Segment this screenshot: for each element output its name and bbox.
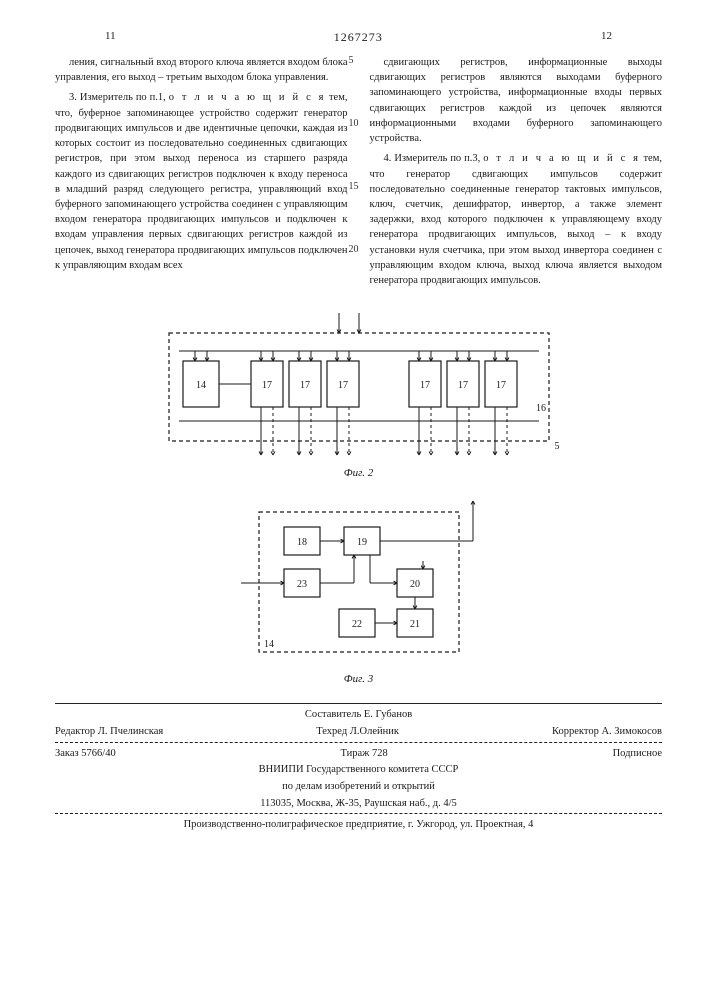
svg-text:17: 17 bbox=[496, 380, 506, 391]
svg-text:17: 17 bbox=[338, 380, 348, 391]
order-number: Заказ 5766/40 bbox=[55, 747, 116, 762]
address: 113035, Москва, Ж-35, Раушская наб., д. … bbox=[55, 797, 662, 812]
svg-text:17: 17 bbox=[420, 380, 430, 391]
svg-text:14: 14 bbox=[264, 639, 274, 650]
left-para-2: 3. Измеритель по п.1, о т л и ч а ю щ и … bbox=[55, 90, 348, 273]
svg-text:23: 23 bbox=[297, 579, 307, 590]
page-num-right: 12 bbox=[601, 30, 612, 45]
svg-text:19: 19 bbox=[357, 537, 367, 548]
svg-text:17: 17 bbox=[262, 380, 272, 391]
tirazh: Тираж 728 bbox=[340, 747, 387, 762]
org-line-2: по делам изобретений и открытий bbox=[55, 780, 662, 795]
figure-2-diagram: 14 17 17 17 17 17 17 16 5 bbox=[149, 311, 569, 461]
left-column: ления, сигнальный вход второго ключа явл… bbox=[55, 55, 348, 293]
document-number: 1267273 bbox=[334, 30, 383, 45]
right-para-1: сдвигающих регистров, информационные вых… bbox=[370, 55, 663, 146]
svg-text:20: 20 bbox=[410, 579, 420, 590]
text-columns: ления, сигнальный вход второго ключа явл… bbox=[55, 55, 662, 293]
footer-block: Составитель Е. Губанов Редактор Л. Пчели… bbox=[55, 703, 662, 833]
composer: Составитель Е. Губанов bbox=[55, 708, 662, 723]
figure-3-diagram: 14 18 19 23 20 22 21 bbox=[239, 497, 479, 667]
svg-text:22: 22 bbox=[352, 619, 362, 630]
figure-3-caption: Фиг. 3 bbox=[55, 673, 662, 685]
left-para-1: ления, сигнальный вход второго ключа явл… bbox=[55, 55, 348, 85]
svg-text:16: 16 bbox=[536, 403, 546, 414]
svg-text:17: 17 bbox=[300, 380, 310, 391]
editor: Редактор Л. Пчелинская bbox=[55, 725, 163, 740]
line-number-gutter: 5 10 15 20 bbox=[349, 55, 359, 255]
page-header: 11 1267273 12 bbox=[55, 30, 662, 45]
svg-text:5: 5 bbox=[554, 441, 559, 452]
corrector: Корректор А. Зимокосов bbox=[552, 725, 662, 740]
figure-2-caption: Фиг. 2 bbox=[55, 467, 662, 479]
tech-editor: Техред Л.Олейник bbox=[316, 725, 399, 740]
org-line-1: ВНИИПИ Государственного комитета СССР bbox=[55, 763, 662, 778]
right-column: сдвигающих регистров, информационные вых… bbox=[370, 55, 663, 293]
right-para-2: 4. Измеритель по п.3, о т л и ч а ю щ и … bbox=[370, 151, 663, 288]
svg-text:14: 14 bbox=[196, 380, 206, 391]
page-num-left: 11 bbox=[105, 30, 116, 45]
svg-text:18: 18 bbox=[297, 537, 307, 548]
svg-text:21: 21 bbox=[410, 619, 420, 630]
svg-text:17: 17 bbox=[458, 380, 468, 391]
print-house: Производственно-полиграфическое предприя… bbox=[55, 818, 662, 833]
subscription: Подписное bbox=[613, 747, 662, 762]
